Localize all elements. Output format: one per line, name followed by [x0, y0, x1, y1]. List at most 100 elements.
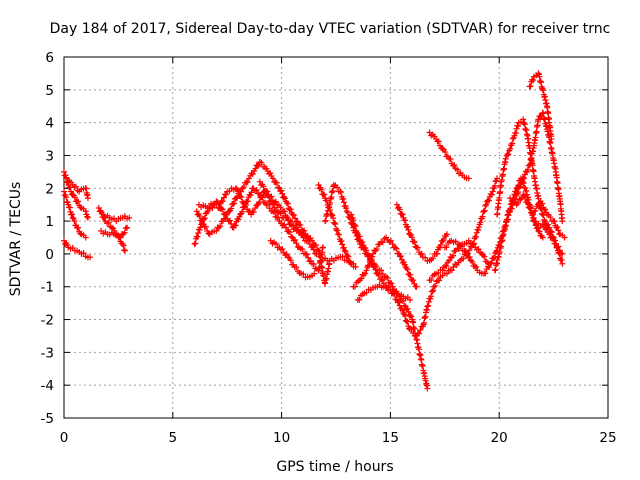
- data-point: [301, 227, 308, 234]
- series-s1: [61, 168, 91, 221]
- data-point: [282, 224, 289, 231]
- data-point: [369, 253, 376, 260]
- data-point: [252, 205, 259, 212]
- data-point: [285, 217, 292, 224]
- data-point: [435, 269, 442, 276]
- data-point: [292, 215, 299, 222]
- series-s18: [350, 234, 420, 290]
- x-tick-label: 25: [599, 430, 616, 446]
- data-point: [389, 241, 396, 248]
- data-point: [340, 195, 347, 202]
- y-tick-label: 1: [45, 214, 54, 230]
- data-point: [331, 220, 338, 226]
- data-point: [223, 211, 230, 218]
- data-point: [318, 186, 325, 193]
- data-point: [507, 145, 514, 152]
- data-point: [397, 253, 404, 260]
- data-point: [267, 170, 274, 177]
- data-point: [475, 246, 482, 253]
- data-point: [303, 251, 310, 258]
- data-point: [256, 198, 263, 205]
- data-point: [101, 214, 108, 221]
- data-point: [237, 193, 244, 200]
- data-point: [284, 200, 291, 207]
- data-point: [507, 195, 514, 202]
- series-s9: [193, 159, 333, 287]
- data-point: [346, 257, 353, 264]
- data-point: [388, 280, 395, 287]
- data-point: [254, 162, 261, 169]
- data-point: [384, 274, 391, 281]
- data-point: [117, 234, 124, 241]
- data-point: [418, 250, 425, 257]
- data-point: [307, 257, 314, 264]
- data-point: [71, 218, 78, 225]
- data-point: [379, 277, 386, 284]
- series-s27: [507, 191, 566, 257]
- data-point: [404, 223, 411, 230]
- data-point: [410, 238, 417, 245]
- data-point: [191, 241, 198, 248]
- data-point: [239, 185, 246, 192]
- data-point: [272, 240, 279, 247]
- data-point: [334, 184, 341, 191]
- data-point: [105, 219, 112, 226]
- data-point: [551, 218, 558, 225]
- data-point: [371, 263, 378, 270]
- data-point: [217, 223, 224, 230]
- data-point: [197, 224, 204, 231]
- data-point: [235, 188, 242, 195]
- data-point: [548, 234, 555, 241]
- chart-title: Day 184 of 2017, Sidereal Day-to-day VTE…: [50, 21, 611, 37]
- data-point: [269, 175, 276, 182]
- data-point: [378, 276, 385, 283]
- data-point: [277, 204, 284, 211]
- data-point: [194, 233, 201, 240]
- x-tick-label: 15: [382, 430, 399, 446]
- data-point: [82, 208, 89, 215]
- data-point: [259, 193, 266, 200]
- series-s13: [267, 237, 318, 281]
- data-point: [363, 247, 370, 254]
- data-point: [512, 188, 519, 195]
- data-point: [199, 218, 206, 225]
- data-point: [406, 231, 413, 238]
- data-point: [374, 270, 381, 277]
- y-tick-label: 6: [45, 50, 54, 66]
- data-point: [379, 239, 386, 246]
- data-point: [330, 215, 337, 222]
- data-point: [422, 254, 429, 261]
- data-point: [305, 254, 312, 261]
- data-point: [548, 136, 555, 143]
- data-point: [249, 170, 256, 177]
- data-point: [413, 283, 420, 290]
- grid: [64, 57, 608, 418]
- data-point: [282, 195, 289, 202]
- data-point: [504, 211, 511, 218]
- data-point: [478, 250, 485, 257]
- data-point: [296, 221, 303, 228]
- series-s12: [256, 178, 313, 244]
- data-point: [410, 277, 417, 284]
- data-point: [72, 183, 79, 190]
- data-point: [539, 200, 546, 207]
- data-point: [545, 221, 552, 228]
- data-point: [529, 211, 536, 218]
- data-point: [532, 207, 539, 214]
- data-point: [542, 206, 549, 213]
- data-point: [68, 211, 75, 218]
- data-point: [520, 180, 527, 187]
- data-point: [556, 247, 563, 254]
- data-point: [414, 244, 421, 251]
- data-point: [527, 205, 534, 212]
- series-s25: [494, 116, 566, 267]
- data-point: [439, 145, 446, 152]
- data-point: [430, 287, 437, 294]
- data-point: [555, 243, 562, 250]
- data-point: [488, 191, 495, 198]
- data-point: [429, 255, 436, 262]
- data-point: [344, 209, 351, 216]
- data-point: [310, 261, 317, 268]
- data-point: [319, 244, 326, 251]
- data-point: [363, 267, 370, 274]
